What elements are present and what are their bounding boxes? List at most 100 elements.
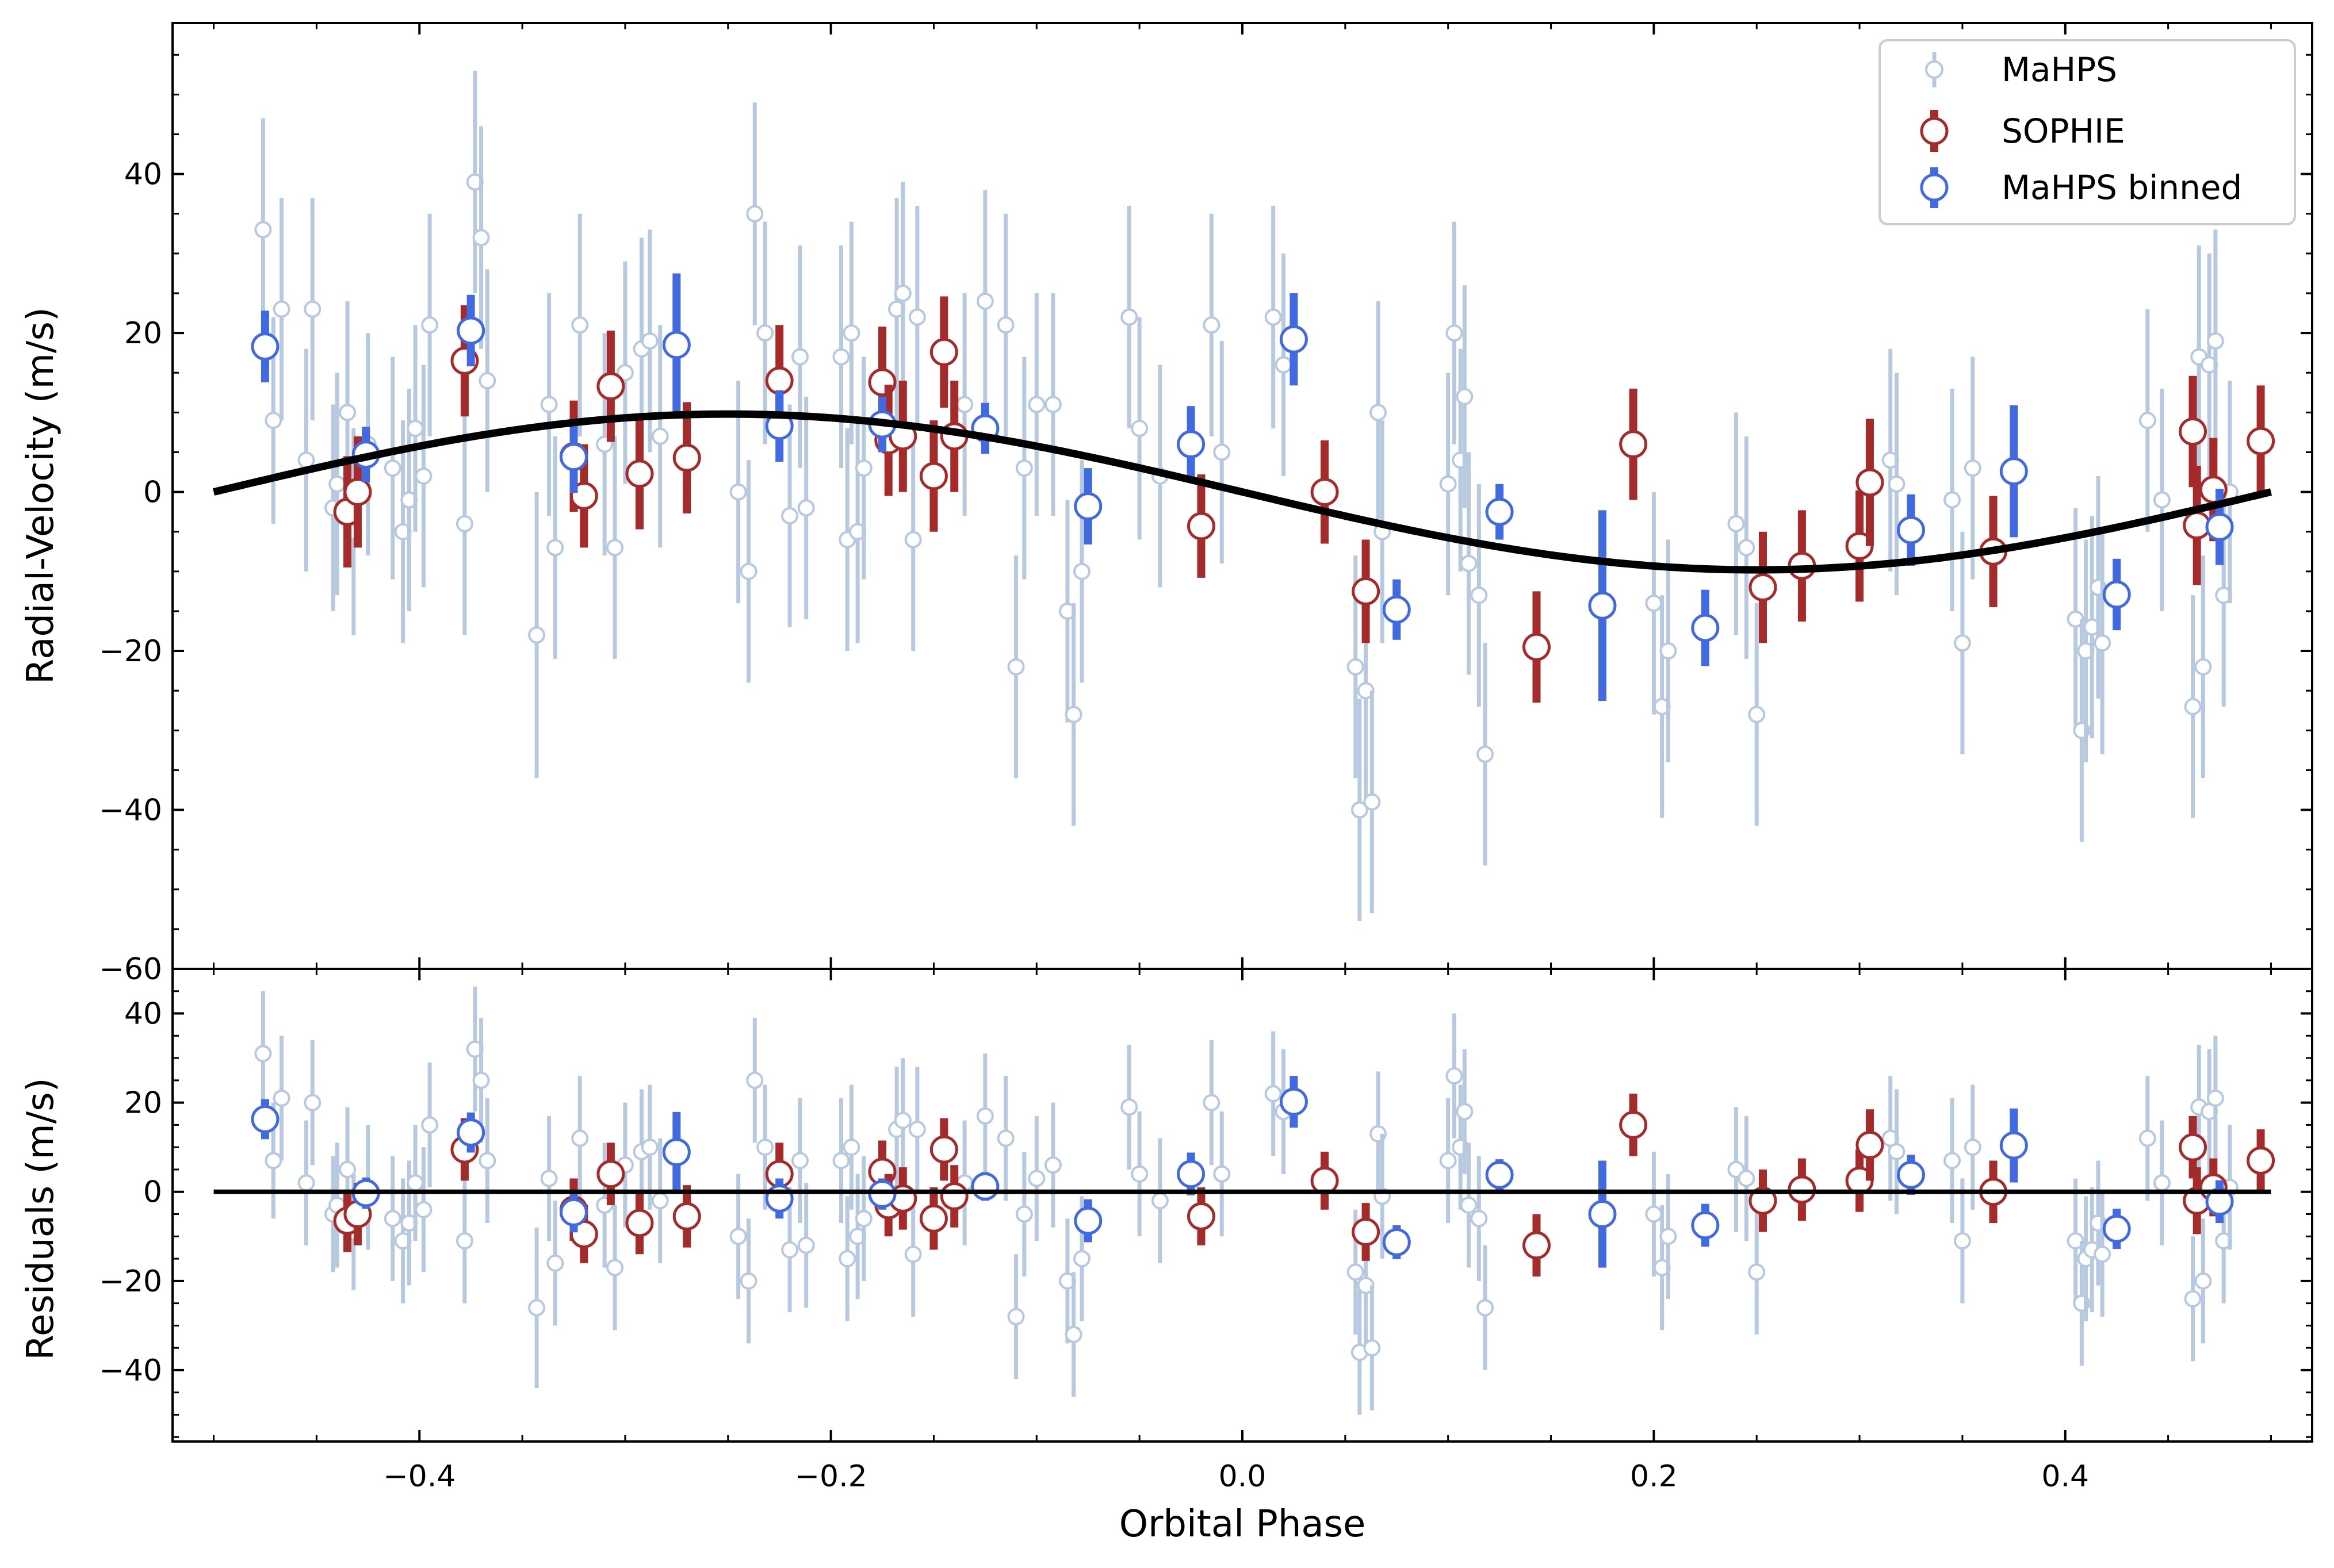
mahps-point <box>304 1094 322 1111</box>
legend-mahps-marker <box>1925 60 1943 79</box>
sophie-point <box>672 443 701 472</box>
binned-point <box>662 331 691 359</box>
sophie-point <box>929 1135 958 1164</box>
sophie-point <box>596 1160 625 1189</box>
mahps-point <box>904 1245 922 1263</box>
sophie-point <box>625 1209 654 1237</box>
binned-point <box>1691 1211 1720 1240</box>
legend-mahps-label: MaHPS <box>2002 50 2117 89</box>
mahps-point <box>540 396 558 413</box>
mahps-point <box>421 1116 439 1134</box>
mahps-point <box>908 308 926 326</box>
binned-point <box>1485 497 1514 526</box>
mahps-point <box>756 1138 774 1156</box>
residuals-y-axis-label: Residuals (m/s) <box>20 1078 62 1360</box>
y-tick-label: 20 <box>124 316 162 351</box>
mahps-point <box>384 459 401 477</box>
mahps-point <box>1645 1205 1663 1223</box>
mahps-point <box>1470 586 1488 604</box>
mahps-point <box>641 1138 659 1156</box>
mahps-point <box>1439 1152 1457 1170</box>
mahps-point <box>1943 1152 1961 1170</box>
mahps-point <box>1476 1299 1494 1317</box>
mahps-point <box>832 1152 850 1170</box>
mahps-point <box>1659 642 1677 660</box>
binned-point <box>1382 1228 1411 1256</box>
legend-sophie-label: SOPHIE <box>2002 112 2125 151</box>
mahps-point <box>528 626 546 644</box>
sophie-point <box>940 1182 969 1210</box>
mahps-point <box>797 1236 815 1254</box>
mahps-point <box>384 1210 401 1228</box>
mahps-point <box>1659 1228 1677 1245</box>
mahps-point <box>855 459 873 477</box>
mahps-point <box>407 1174 424 1192</box>
sophie-point <box>2179 417 2207 446</box>
mahps-point <box>1131 420 1149 437</box>
y-tick-label: 0 <box>143 476 162 510</box>
sophie-point <box>1619 430 1648 459</box>
mahps-point <box>1645 595 1663 612</box>
mahps-point <box>2138 1129 2156 1147</box>
mahps-point <box>904 531 922 549</box>
binned-point <box>457 1118 485 1147</box>
mahps-point <box>2194 1272 2212 1290</box>
binned-point <box>457 316 485 345</box>
mahps-point <box>1213 1165 1231 1183</box>
mahps-point <box>2094 1245 2111 1263</box>
y-tick-label: −60 <box>99 952 162 987</box>
mahps-point <box>1350 801 1368 819</box>
binned-point <box>1074 1206 1103 1235</box>
mahps-point <box>894 285 912 302</box>
mahps-point <box>472 229 490 247</box>
y-tick-label: 40 <box>124 158 162 192</box>
mahps-point <box>651 1192 669 1210</box>
mahps-point <box>797 499 815 517</box>
mahps-point <box>2206 332 2224 350</box>
mahps-point <box>273 1089 290 1107</box>
y-tick-label: −20 <box>99 634 162 669</box>
mahps-point <box>1363 793 1381 811</box>
sophie-point <box>919 1204 948 1233</box>
mahps-point <box>1346 1263 1364 1281</box>
sophie-point <box>919 462 948 490</box>
mahps-point <box>976 292 994 310</box>
mahps-point <box>781 1241 799 1259</box>
mahps-point <box>254 1045 272 1063</box>
mahps-point <box>1275 356 1292 374</box>
mahps-point <box>1065 706 1082 723</box>
sophie-point <box>1855 1130 1884 1159</box>
mahps-point <box>1470 1210 1488 1228</box>
mahps-point <box>1456 388 1474 405</box>
mahps-point <box>1007 658 1025 676</box>
mahps-point <box>1738 1170 1755 1187</box>
mahps-point <box>843 324 860 342</box>
mahps-point <box>956 396 974 413</box>
sophie-point <box>1619 1110 1648 1139</box>
binned-point <box>662 1138 691 1167</box>
mahps-point <box>546 1254 564 1272</box>
mahps-point <box>254 221 272 239</box>
binned-point <box>1074 492 1103 520</box>
sophie-point <box>1187 512 1215 540</box>
binned-point <box>971 1172 1000 1201</box>
x-tick-label: 0.4 <box>2041 1459 2089 1494</box>
binned-point <box>560 1198 588 1226</box>
legend-entry-sophie: SOPHIE <box>1920 110 2125 152</box>
sophie-point <box>1855 468 1884 497</box>
legend-frame <box>1878 39 2296 225</box>
mahps-point <box>1888 475 1906 493</box>
mahps-point <box>456 1232 473 1250</box>
mahps-point <box>1264 1085 1282 1103</box>
mahps-point <box>651 427 669 445</box>
mahps-point <box>839 1250 856 1268</box>
mahps-point <box>997 1129 1015 1147</box>
legend-sophie-marker <box>1920 117 1949 145</box>
sophie-point <box>929 338 958 366</box>
mahps-point <box>456 515 473 532</box>
mahps-point <box>328 475 346 493</box>
x-tick-label: −0.2 <box>794 1459 867 1494</box>
mahps-point <box>1888 1143 1906 1160</box>
mahps-point <box>1476 745 1494 763</box>
